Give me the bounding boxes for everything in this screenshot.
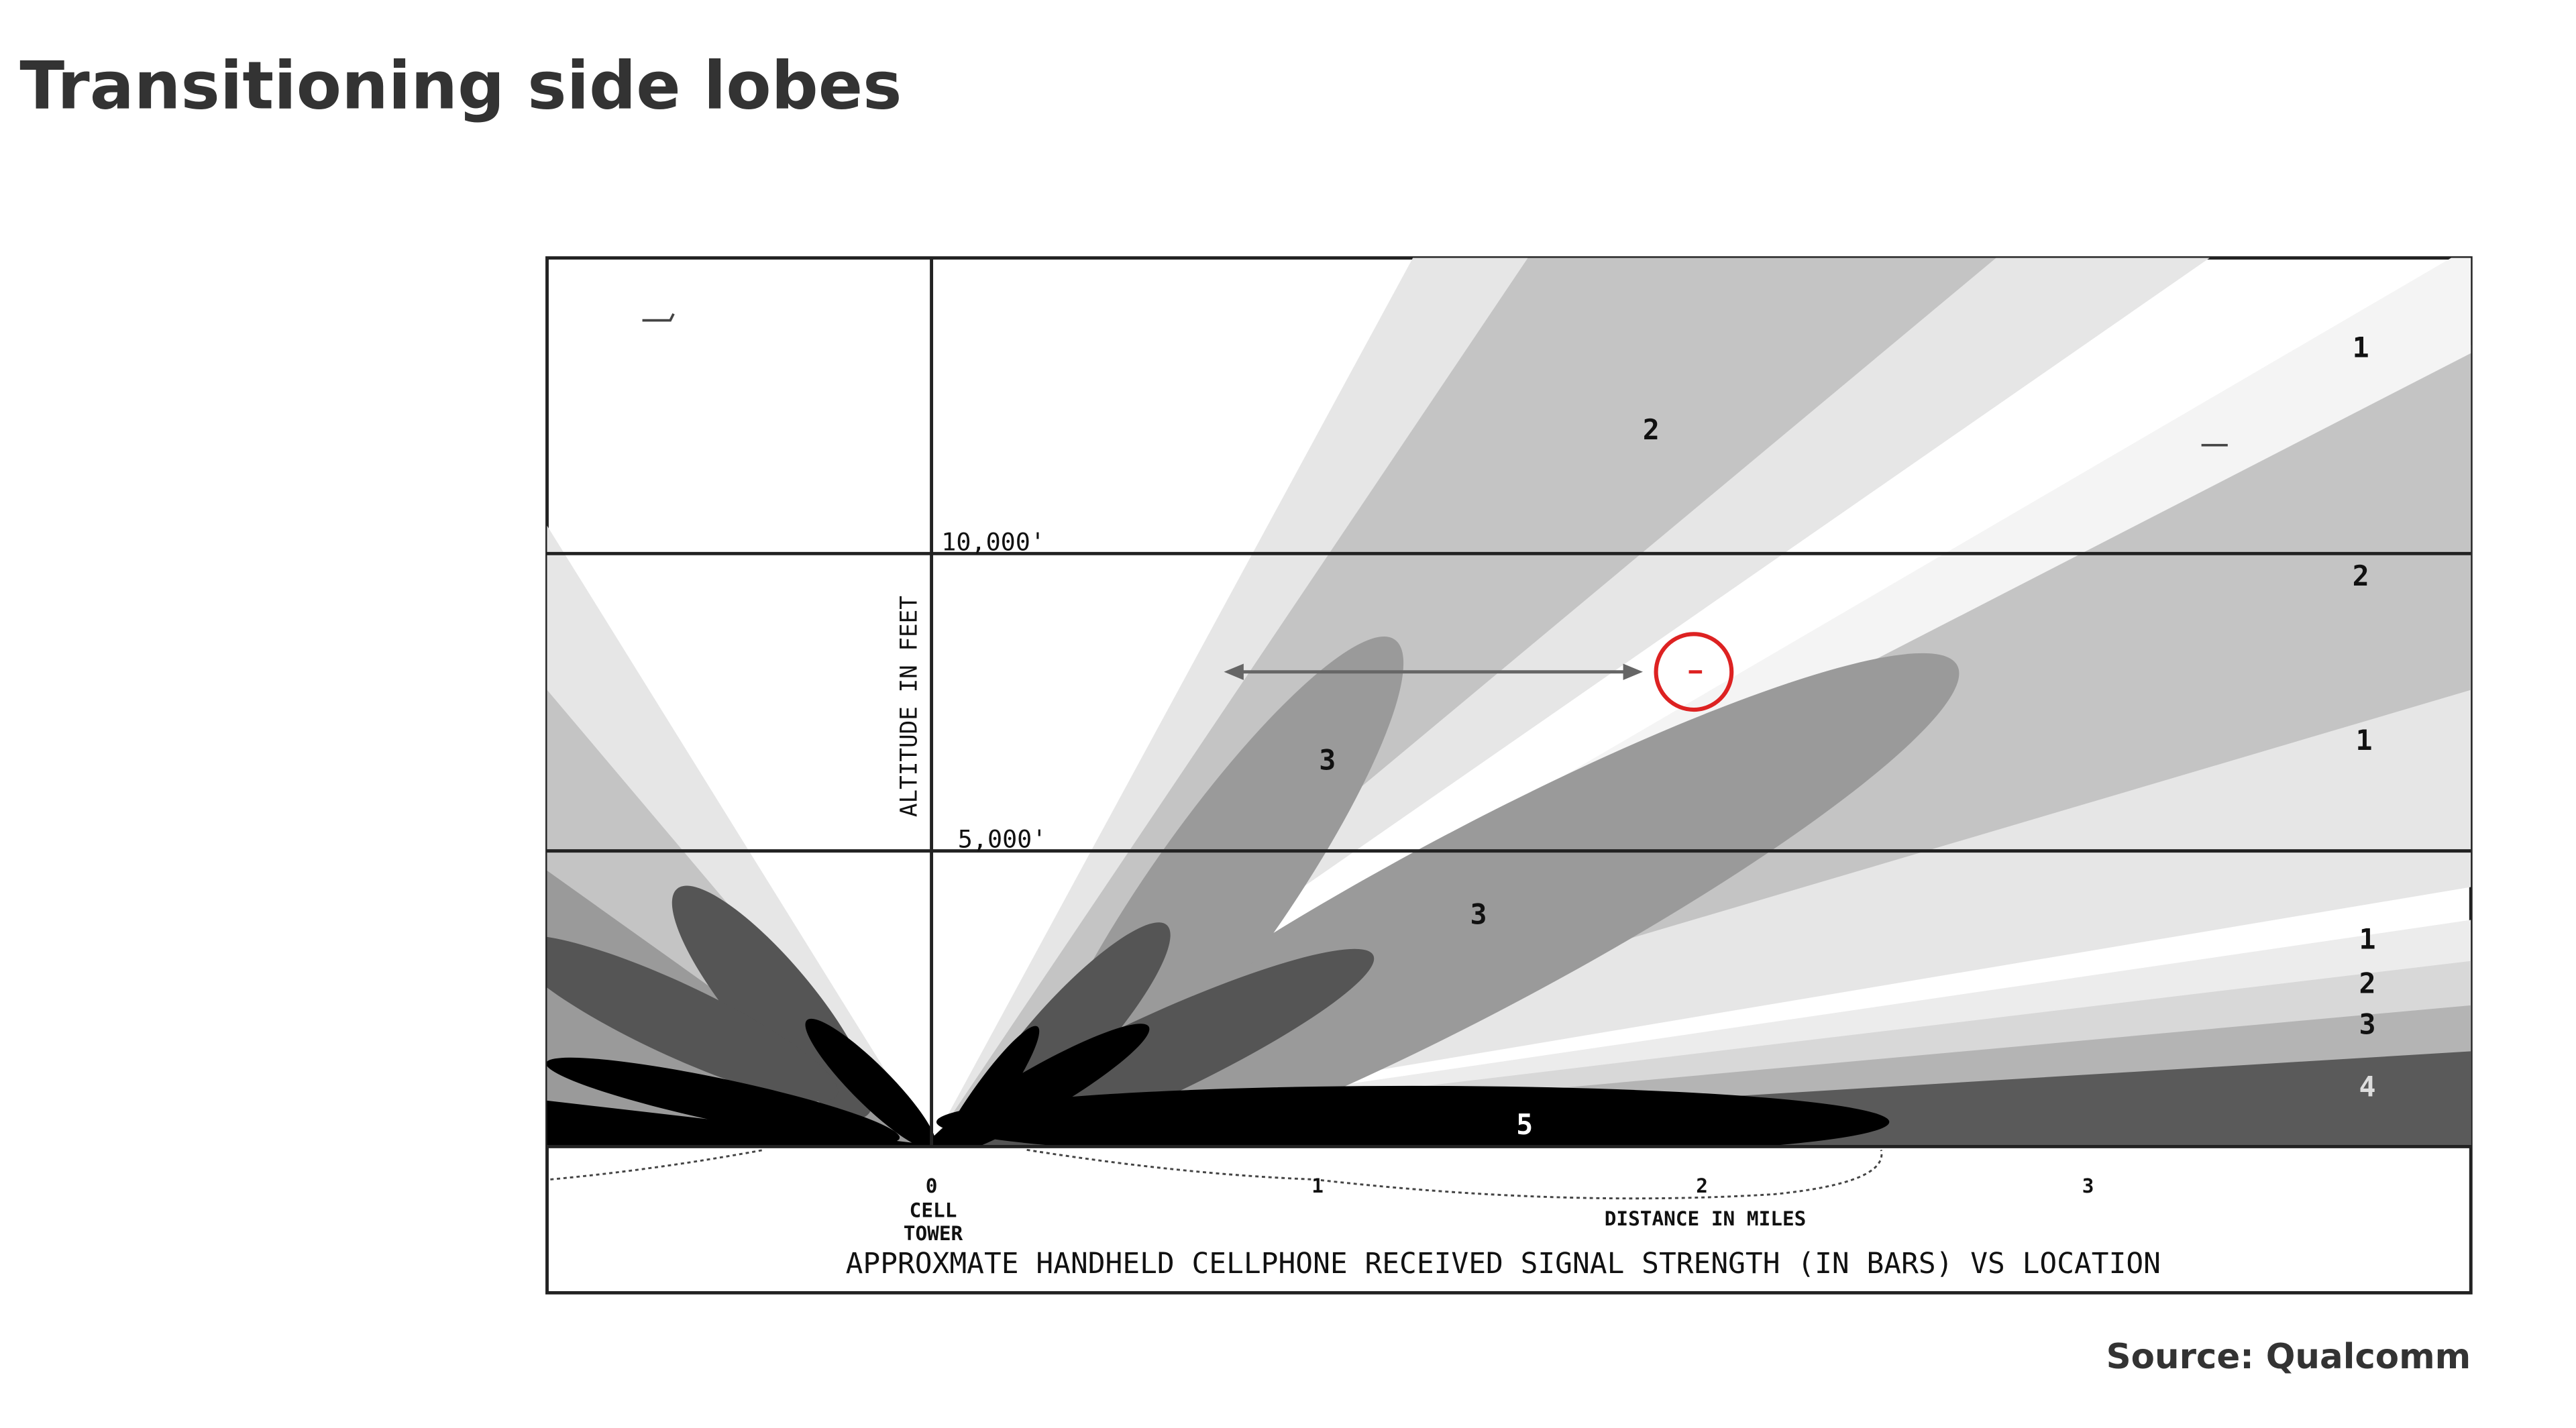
region-label: 1	[2353, 331, 2369, 364]
tower-label: CELL	[910, 1199, 957, 1222]
altitude-label: 5,000'	[958, 825, 1047, 854]
signal-lobes	[547, 258, 2471, 1145]
slide-title: Transitioning side lobes	[19, 48, 902, 125]
region-label: 3	[1319, 743, 1336, 776]
region-label: 3	[2359, 1008, 2375, 1041]
altitude-axis-label: ALTITUDE IN FEET	[896, 596, 923, 817]
arrow-head	[1623, 663, 1643, 680]
region-label: 4	[2359, 1070, 2375, 1103]
arrow-head	[1224, 663, 1244, 680]
region-label: 1	[2356, 724, 2373, 757]
diagram: 10,000' 5,000' ALTITUDE IN FEET 0 1 2 3 …	[545, 256, 2473, 1295]
region-label: 1	[2359, 922, 2375, 955]
region-label: 2	[2359, 967, 2375, 999]
altitude-label: 10,000'	[941, 527, 1045, 556]
distance-tick: 3	[2082, 1174, 2094, 1197]
distance-tick: 0	[926, 1174, 938, 1197]
region-label: 5	[1516, 1108, 1533, 1141]
diagram-caption: APPROXMATE HANDHELD CELLPHONE RECEIVED S…	[846, 1247, 2161, 1280]
terrain-outline	[550, 1148, 1883, 1200]
distance-tick: 1	[1311, 1174, 1324, 1197]
region-label: 2	[1643, 413, 1660, 446]
distance-axis-label: DISTANCE IN MILES	[1605, 1207, 1807, 1230]
highlight-circle	[1654, 632, 1734, 712]
region-label: 2	[2353, 559, 2369, 592]
region-label: 3	[1470, 898, 1487, 931]
distance-tick: 2	[1696, 1174, 1708, 1197]
tower-label: TOWER	[904, 1222, 963, 1245]
source-note: Source: Qualcomm	[2106, 1337, 2471, 1377]
aircraft-marker	[642, 313, 675, 322]
